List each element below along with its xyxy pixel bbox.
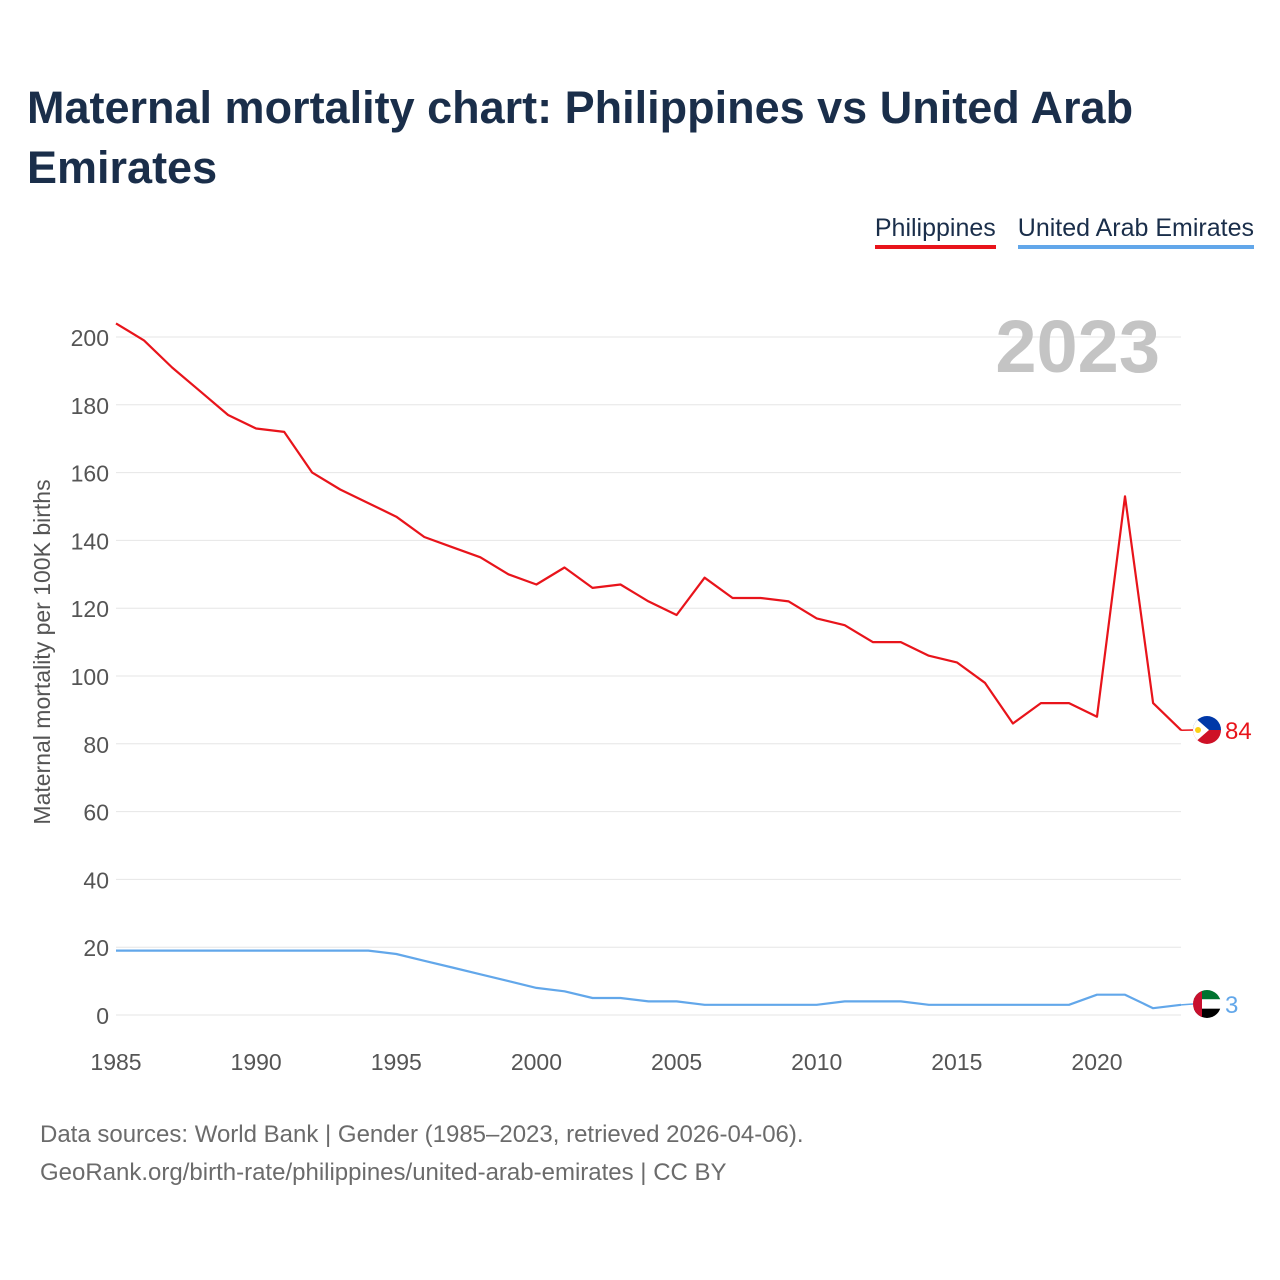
end-label-united-arab-emirates: 3 (1225, 992, 1238, 1019)
y-tick-label-40: 40 (83, 867, 109, 893)
series-line-united-arab-emirates (116, 949, 1182, 1010)
y-tick-label-100: 100 (71, 664, 109, 690)
line-chart: 2023 0 20 40 60 80 100 120 140 160 180 200 1985 1990… (29, 305, 1252, 1075)
year-watermark: 2023 (995, 305, 1160, 388)
series-line-philippines (115, 322, 1182, 731)
end-markers: 84 3 (1181, 716, 1252, 1019)
y-tick-label-160: 160 (71, 461, 109, 487)
y-tick-label-120: 120 (71, 596, 109, 622)
x-tick-label-2010: 2010 (791, 1049, 842, 1075)
flag-philippines (1193, 716, 1221, 744)
grid-lines (116, 336, 1181, 1016)
y-tick-label-140: 140 (71, 528, 109, 554)
footer-sources: Data sources: World Bank | Gender (1985–… (40, 1121, 804, 1148)
y-tick-label-0: 0 (96, 1003, 109, 1029)
leader-line-united-arab-emirates (1181, 1003, 1194, 1006)
y-tick-label-200: 200 (71, 325, 109, 351)
chart-legend: Philippines United Arab Emirates (874, 213, 1254, 249)
y-tick-label-60: 60 (83, 800, 109, 826)
flag-united-arab-emirates (1193, 990, 1221, 1018)
footer-link[interactable]: GeoRank.org/birth-rate/philippines/unite… (40, 1159, 727, 1186)
y-axis-label: Maternal mortality per 100K births (29, 479, 55, 824)
legend-item-philippines[interactable]: Philippines (874, 213, 996, 249)
x-tick-label-2015: 2015 (931, 1049, 982, 1075)
y-tick-label-180: 180 (71, 393, 109, 419)
series-lines (115, 322, 1182, 1010)
end-label-philippines: 84 (1225, 718, 1252, 745)
footer: Data sources: World Bank | Gender (1985–… (40, 1116, 804, 1192)
x-tick-label-2020: 2020 (1071, 1049, 1122, 1075)
y-tick-label-80: 80 (83, 732, 109, 758)
x-tick-label-2000: 2000 (511, 1049, 562, 1075)
x-tick-label-1995: 1995 (371, 1049, 422, 1075)
x-tick-label-1990: 1990 (231, 1049, 282, 1075)
x-tick-label-1985: 1985 (90, 1049, 141, 1075)
legend-item-united-arab-emirates[interactable]: United Arab Emirates (1017, 213, 1254, 249)
y-tick-label-20: 20 (83, 935, 109, 961)
axis-ticks: 0 20 40 60 80 100 120 140 160 180 200 1985 1990 1995 2… (71, 325, 1123, 1075)
page-title: Maternal mortality chart: Philippines vs… (27, 82, 1134, 193)
x-tick-label-2005: 2005 (651, 1049, 702, 1075)
